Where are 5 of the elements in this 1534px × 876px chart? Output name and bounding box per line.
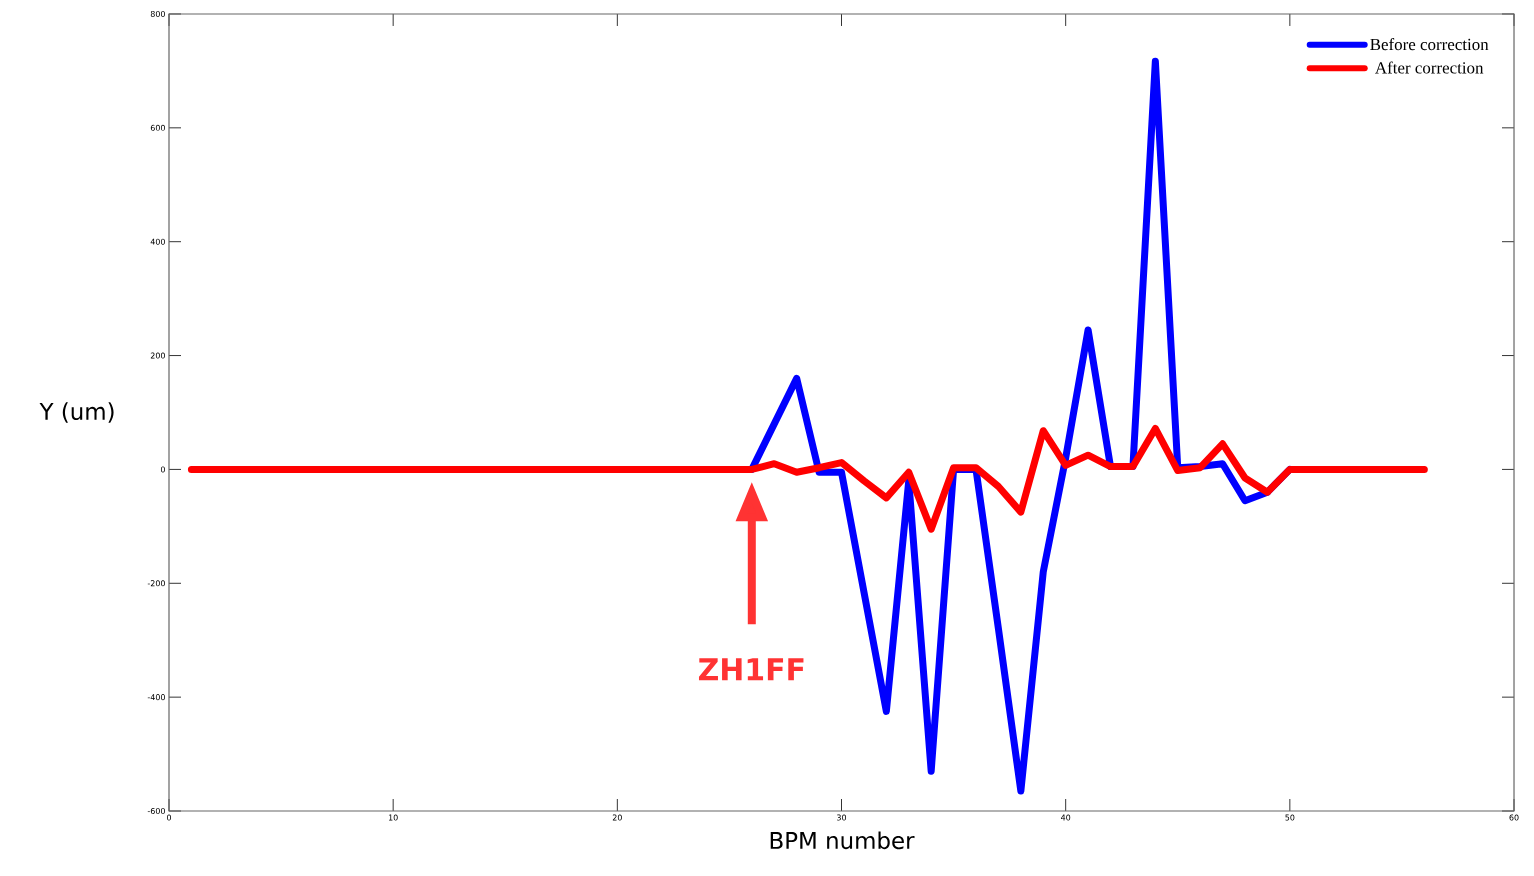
annotation: ZH1FF xyxy=(698,658,804,681)
legend-label: After correction xyxy=(1375,61,1484,74)
legend-label: Before correction xyxy=(1370,38,1489,51)
x-axis-title: BPM number xyxy=(770,831,915,850)
y-axis-title: Y (um) xyxy=(39,402,114,423)
